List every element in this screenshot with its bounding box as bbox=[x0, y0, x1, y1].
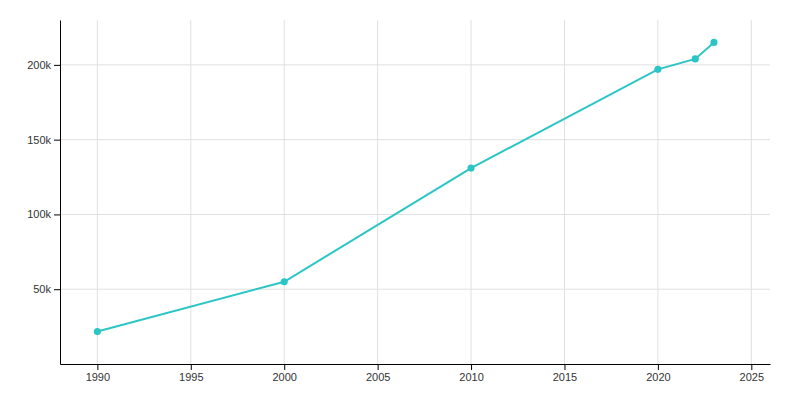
x-tick: 2020 bbox=[646, 364, 670, 383]
point bbox=[94, 328, 101, 335]
x-tick-mark bbox=[658, 364, 659, 370]
y-tick: 50k bbox=[33, 283, 60, 295]
x-tick: 2025 bbox=[740, 364, 764, 383]
x-tick: 1990 bbox=[86, 364, 110, 383]
x-tick-label: 2010 bbox=[459, 371, 483, 383]
y-tick-mark bbox=[54, 289, 60, 290]
x-tick-mark bbox=[191, 364, 192, 370]
y-axis: 50k 100k 150k 200k bbox=[27, 21, 60, 365]
line bbox=[97, 42, 714, 331]
x-tick-mark bbox=[471, 364, 472, 370]
grid-line bbox=[60, 139, 770, 140]
x-tick-label: 1990 bbox=[86, 371, 110, 383]
grid-line bbox=[751, 20, 752, 364]
x-tick-mark bbox=[284, 364, 285, 370]
point bbox=[710, 39, 717, 46]
point bbox=[281, 278, 288, 285]
x-tick-label: 2020 bbox=[646, 371, 670, 383]
y-tick: 200k bbox=[27, 59, 60, 71]
x-tick-mark bbox=[97, 364, 98, 370]
grid-line bbox=[190, 20, 191, 364]
x-tick-label: 1995 bbox=[179, 371, 203, 383]
grid-line bbox=[60, 214, 770, 215]
grid-line bbox=[60, 64, 770, 65]
x-axis: 1990 1995 2000 2005 2010 2015 2020 2025 bbox=[61, 364, 771, 383]
chart: 1990 1995 2000 2005 2010 2015 2020 2025 50k 100k 1… bbox=[0, 0, 800, 400]
x-tick: 2005 bbox=[366, 364, 390, 383]
grid bbox=[60, 20, 770, 364]
y-tick-mark bbox=[54, 214, 60, 215]
x-tick-mark bbox=[378, 364, 379, 370]
x-tick-mark bbox=[751, 364, 752, 370]
x-tick-label: 2005 bbox=[366, 371, 390, 383]
x-tick: 2000 bbox=[272, 364, 296, 383]
x-tick-label: 2025 bbox=[740, 371, 764, 383]
x-tick: 2015 bbox=[553, 364, 577, 383]
grid-line bbox=[377, 20, 378, 364]
x-tick: 2010 bbox=[459, 364, 483, 383]
grid-line bbox=[97, 20, 98, 364]
y-tick-label: 50k bbox=[33, 283, 51, 295]
y-tick-label: 200k bbox=[27, 59, 51, 71]
point bbox=[654, 66, 661, 73]
plot: 1990 1995 2000 2005 2010 2015 2020 2025 50k 100k 1… bbox=[27, 20, 770, 383]
x-tick-label: 2000 bbox=[272, 371, 296, 383]
x-axis-line bbox=[61, 364, 771, 365]
y-tick-label: 150k bbox=[27, 134, 51, 146]
y-tick-label: 100k bbox=[27, 208, 51, 220]
y-tick: 150k bbox=[27, 134, 60, 146]
point bbox=[692, 55, 699, 62]
grid-line bbox=[284, 20, 285, 364]
y-axis-line bbox=[60, 21, 61, 365]
y-tick-mark bbox=[54, 65, 60, 66]
y-tick-mark bbox=[54, 140, 60, 141]
x-tick-mark bbox=[564, 364, 565, 370]
grid-line bbox=[60, 289, 770, 290]
marks bbox=[94, 39, 718, 335]
grid-line bbox=[471, 20, 472, 364]
grid-line bbox=[564, 20, 565, 364]
x-tick: 1995 bbox=[179, 364, 203, 383]
point bbox=[467, 165, 474, 172]
x-tick-label: 2015 bbox=[553, 371, 577, 383]
y-tick: 100k bbox=[27, 208, 60, 220]
